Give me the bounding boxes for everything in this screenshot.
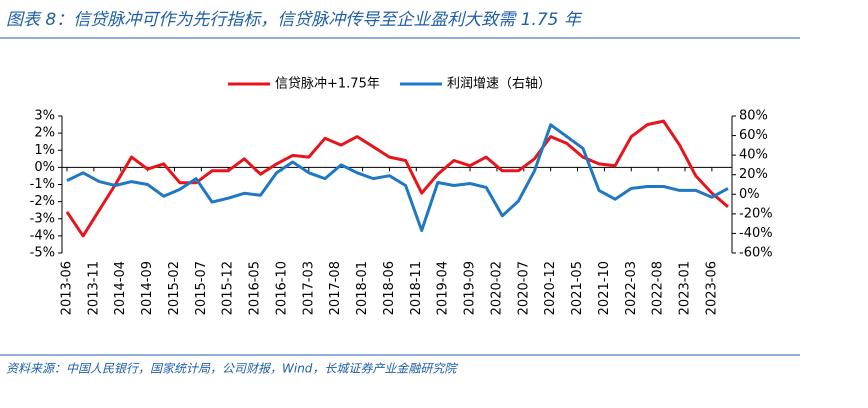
- x-tick-label: 2017-08: [328, 261, 343, 315]
- y2-tick-label: 20%: [739, 167, 768, 182]
- y2-tick-label: 40%: [739, 148, 768, 163]
- y-tick-label: 3%: [34, 109, 55, 124]
- x-tick-label: 2013-11: [86, 261, 101, 315]
- y-tick-label: -3%: [30, 211, 55, 226]
- x-tick-label: 2020-12: [543, 261, 558, 315]
- x-tick-label: 2019-09: [463, 261, 478, 315]
- series-line: [65, 119, 729, 238]
- x-tick-label: 2018-01: [355, 261, 370, 315]
- y2-tick-label: 60%: [739, 128, 768, 143]
- x-tick-label: 2021-05: [570, 261, 585, 315]
- y-tick-label: 1%: [34, 143, 55, 158]
- y2-tick-label: -60%: [739, 246, 773, 261]
- x-tick-label: 2020-07: [516, 261, 531, 315]
- y-tick-label: -2%: [30, 194, 55, 209]
- x-tick-label: 2016-05: [248, 261, 263, 315]
- legend-label: 利润增速（右轴）: [447, 77, 551, 92]
- x-tick-label: 2018-06: [382, 261, 397, 315]
- chart-title: 图表 8：信贷脉冲可作为先行指标，信贷脉冲传导至企业盈利大致需 1.75 年: [6, 10, 583, 30]
- y-tick-label: -4%: [30, 228, 55, 243]
- x-tick-label: 2015-07: [194, 261, 209, 315]
- y-tick-label: -5%: [30, 246, 55, 261]
- x-tick-label: 2013-06: [60, 261, 75, 315]
- y-tick-label: 0%: [34, 160, 55, 175]
- x-tick-label: 2020-02: [489, 261, 504, 315]
- y-tick-label: -1%: [30, 177, 55, 192]
- x-tick-label: 2019-04: [436, 261, 451, 315]
- x-tick-label: 2021-10: [597, 261, 612, 315]
- y2-tick-label: 80%: [739, 109, 768, 124]
- x-tick-label: 2016-10: [274, 261, 289, 315]
- y2-tick-label: -20%: [739, 206, 773, 221]
- source: 资料来源：中国人民银行，国家统计局，公司财报，Wind，长城证券产业金融研究院: [6, 362, 458, 376]
- x-tick-label: 2022-03: [624, 261, 639, 315]
- series-line: [66, 123, 729, 232]
- y2-tick-label: -40%: [739, 226, 773, 241]
- x-tick-label: 2022-08: [651, 261, 666, 315]
- y-tick-label: 2%: [34, 126, 55, 141]
- legend-label: 信贷脉冲+1.75年: [275, 77, 380, 92]
- x-tick-label: 2018-11: [409, 261, 424, 315]
- x-tick-label: 2023-06: [704, 261, 719, 315]
- x-tick-label: 2015-02: [167, 261, 182, 315]
- x-tick-label: 2015-12: [221, 261, 236, 315]
- y2-tick-label: 0%: [739, 187, 760, 202]
- x-tick-label: 2017-03: [301, 261, 316, 315]
- x-tick-label: 2014-04: [113, 261, 128, 315]
- x-tick-label: 2023-01: [678, 261, 693, 315]
- x-tick-label: 2014-09: [140, 261, 155, 315]
